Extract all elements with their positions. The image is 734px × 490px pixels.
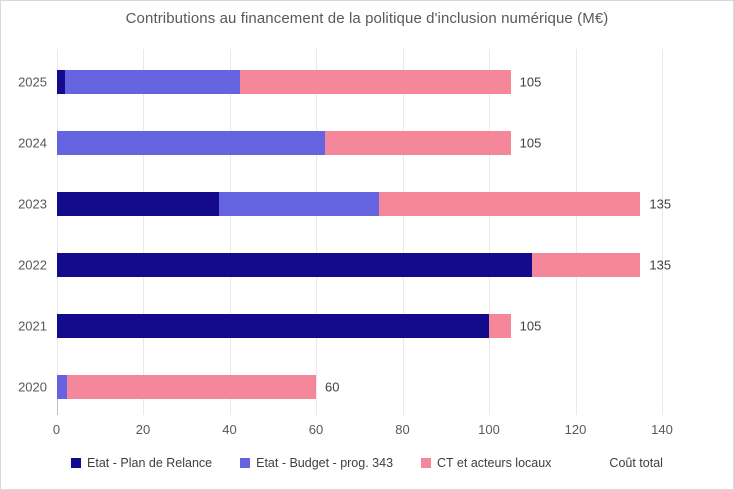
bar-segment-etat-budget-prog-343 (56, 130, 325, 155)
x-axis-tick-label: 40 (222, 422, 237, 437)
gridline (489, 49, 490, 415)
bar-segment-etat-plan-de-relance (56, 191, 219, 216)
legend-label: Coût total (609, 456, 663, 470)
y-axis-label: 2021 (18, 318, 47, 333)
gridline (316, 49, 317, 415)
total-data-label: 135 (649, 257, 672, 272)
stacked-bar (56, 191, 641, 216)
legend-label: Etat - Budget - prog. 343 (256, 456, 394, 470)
bar-segment-ct-et-acteurs-locaux (324, 130, 511, 155)
gridline (402, 49, 404, 415)
stacked-bar (56, 252, 641, 277)
legend-item: CT et acteurs locaux (421, 456, 551, 470)
bar-segment-ct-et-acteurs-locaux (532, 252, 641, 277)
y-axis-label: 2025 (18, 74, 47, 89)
gridline (575, 49, 577, 415)
y-axis-label: 2023 (18, 196, 47, 211)
total-data-label: 105 (519, 74, 542, 89)
x-axis-tick-label: 120 (564, 422, 587, 437)
bar-segment-ct-et-acteurs-locaux (240, 69, 511, 94)
total-data-label: 105 (519, 318, 542, 333)
bar-segment-etat-budget-prog-343 (56, 374, 68, 399)
bar-segment-ct-et-acteurs-locaux (378, 191, 641, 216)
stacked-bar (56, 69, 511, 94)
stacked-bar (56, 374, 316, 399)
stacked-bar (56, 130, 511, 155)
legend-marker-icon (421, 458, 432, 468)
x-axis-tick-label: 20 (135, 422, 151, 437)
bar-segment-ct-et-acteurs-locaux (489, 313, 511, 338)
total-data-label: 135 (649, 196, 672, 211)
bar-segment-etat-plan-de-relance (56, 69, 66, 94)
stacked-bar (56, 313, 511, 338)
bar-segment-etat-budget-prog-343 (218, 191, 379, 216)
bar-segment-etat-plan-de-relance (56, 252, 533, 277)
bar-segment-etat-plan-de-relance (56, 313, 489, 338)
y-axis-label: 2022 (18, 257, 47, 272)
y-axis-label: 2024 (18, 135, 47, 150)
legend-item-cout-total: Coût total (579, 456, 663, 470)
legend-label: CT et acteurs locaux (437, 456, 552, 470)
bar-segment-ct-et-acteurs-locaux (67, 374, 316, 399)
total-data-label: 60 (325, 379, 340, 394)
total-data-label: 105 (519, 135, 542, 150)
y-axis-label: 2020 (18, 379, 47, 394)
legend-marker-icon (240, 458, 251, 468)
bar-segment-etat-budget-prog-343 (65, 69, 241, 94)
gridline (143, 49, 144, 415)
legend-item: Etat - Budget - prog. 343 (240, 456, 393, 470)
axis-zero-tick (56, 397, 58, 415)
gridline (229, 49, 231, 415)
x-axis-tick-label: 140 (651, 422, 673, 437)
legend: Etat - Plan de Relance Etat - Budget - pr… (1, 456, 733, 470)
legend-label: Etat - Plan de Relance (87, 456, 213, 470)
legend-item: Etat - Plan de Relance (71, 456, 212, 470)
gridline (56, 49, 58, 415)
x-axis-tick-label: 100 (478, 422, 500, 437)
gridline (662, 49, 663, 415)
x-axis-tick-label: 0 (52, 422, 61, 437)
x-axis-tick-label: 80 (395, 422, 410, 437)
legend-marker-icon (71, 458, 82, 468)
x-axis-tick-label: 60 (308, 422, 324, 437)
chart-title: Contributions au financement de la polit… (125, 10, 609, 27)
